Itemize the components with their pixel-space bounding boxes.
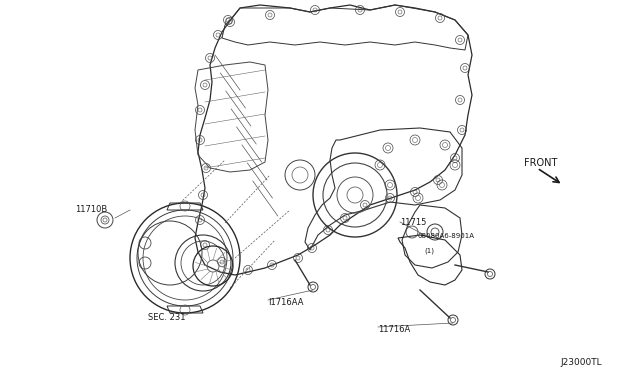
Text: I1716AA: I1716AA bbox=[268, 298, 303, 307]
Text: 11716A: 11716A bbox=[378, 325, 410, 334]
Text: 11710B: 11710B bbox=[75, 205, 108, 214]
Text: (1): (1) bbox=[424, 247, 434, 253]
Text: J23000TL: J23000TL bbox=[560, 358, 602, 367]
Text: SEC. 231: SEC. 231 bbox=[148, 313, 186, 322]
Text: FRONT: FRONT bbox=[524, 158, 557, 168]
Text: 08080A6-8901A: 08080A6-8901A bbox=[418, 233, 475, 239]
Text: 11715: 11715 bbox=[400, 218, 426, 227]
